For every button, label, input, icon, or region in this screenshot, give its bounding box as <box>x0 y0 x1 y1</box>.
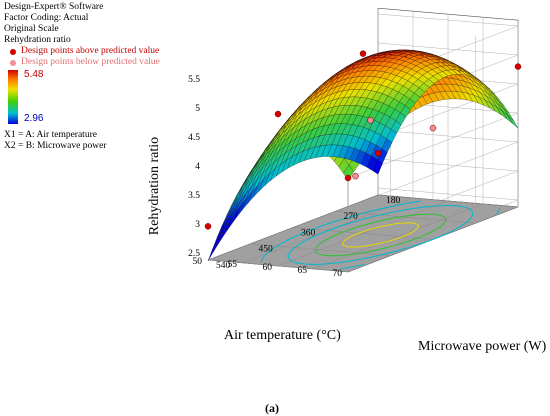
points-above-label: Design points above predicted value <box>21 46 160 56</box>
x-tick-label: 55 <box>228 260 238 270</box>
legend-points-above: Design points above predicted value <box>10 46 160 57</box>
design-point <box>429 124 437 132</box>
x-tick-label: 60 <box>263 263 273 273</box>
floor-contour <box>496 207 501 215</box>
y-tick-label: 450 <box>259 245 274 255</box>
floor-contour <box>260 200 421 263</box>
z-tick-label: 3.5 <box>188 191 200 201</box>
design-point <box>352 172 359 180</box>
floor-gridline <box>292 227 434 240</box>
y-tick-label: 270 <box>344 212 359 222</box>
floor-gridline <box>377 194 519 208</box>
floor-contour <box>314 213 447 257</box>
y-tick-label: 180 <box>386 196 401 206</box>
floor-gridline <box>207 194 379 261</box>
response-surface <box>207 49 519 262</box>
color-gradient-bar <box>8 70 18 124</box>
x-tick-label: 50 <box>193 257 203 267</box>
y-tick-label: 540 <box>216 261 231 271</box>
floor-contour <box>340 263 365 270</box>
floor-contour <box>342 222 419 248</box>
y-tick-label: 360 <box>301 228 316 238</box>
response-label: Rehydration ratio <box>4 35 71 45</box>
legend-panel: Design-Expert® Software Factor Coding: A… <box>4 2 160 152</box>
z-tick-label: 3 <box>195 220 200 230</box>
design-point <box>514 63 522 70</box>
red-dot-icon <box>10 48 16 55</box>
figure-caption: (a) <box>265 401 279 415</box>
design-points <box>204 50 522 230</box>
design-point <box>367 117 374 124</box>
z-tick-label: 4 <box>195 162 200 172</box>
design-point <box>374 149 382 157</box>
z-tick-label: 5.5 <box>188 75 200 85</box>
design-point <box>344 174 352 182</box>
color-scale-max: 5.48 <box>24 69 44 80</box>
color-scale-min: 2.96 <box>24 113 44 124</box>
x-tick-label: 65 <box>298 266 308 276</box>
factor-x2: X2 = B: Microwave power <box>4 141 107 151</box>
software-label: Design-Expert® Software <box>4 2 104 12</box>
pink-dot-icon <box>10 59 16 66</box>
floor-gridline <box>207 259 349 273</box>
factor-list: X1 = A: Air temperature X2 = B: Microwav… <box>4 130 160 152</box>
z-tick-label: 2.5 <box>188 249 200 259</box>
legend-points-below: Design points below predicted value <box>10 57 160 68</box>
y-axis-label: Microwave power (W) <box>418 339 547 354</box>
plot-floor <box>207 194 519 273</box>
coding-label: Factor Coding: Actual <box>4 13 89 23</box>
design-point <box>274 110 282 118</box>
floor-gridline <box>250 243 391 256</box>
points-below-label: Design points below predicted value <box>21 57 160 67</box>
design-point <box>204 223 212 230</box>
factor-x1: X1 = A: Air temperature <box>4 130 97 140</box>
design-point <box>359 50 367 57</box>
floor-contour <box>287 205 474 265</box>
axis-ticks: 2.5 3 3.5 4 4.5 5 5.5 50 55 60 65 70 540 450 360 270 180 <box>188 75 400 279</box>
surface-cell <box>207 239 219 262</box>
scale-label: Original Scale <box>4 24 59 34</box>
z-tick-label: 5 <box>195 104 200 114</box>
z-tick-label: 4.5 <box>188 133 200 143</box>
x-tick-label: 70 <box>333 269 343 279</box>
floor-gridline <box>335 210 476 224</box>
z-axis-label: Rehydration ratio <box>147 137 162 235</box>
x-axis-label: Air temperature (°C) <box>224 328 341 343</box>
color-scale: 5.48 2.96 <box>4 69 160 124</box>
